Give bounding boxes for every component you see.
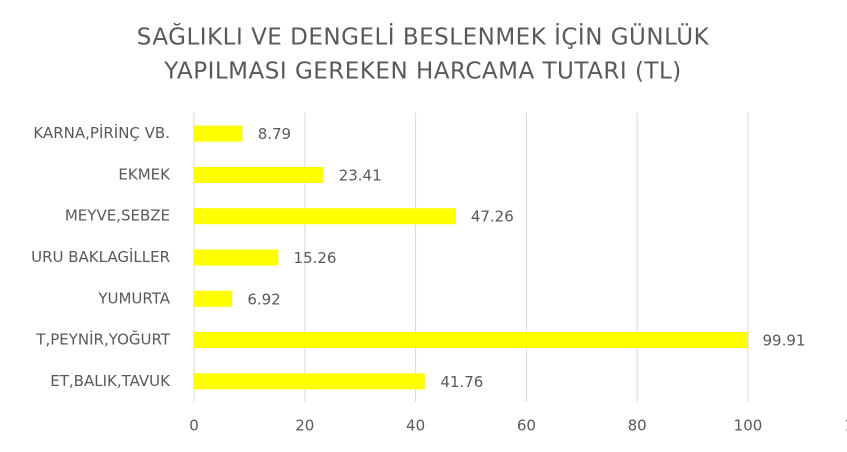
x-tick-label: 120 xyxy=(844,417,847,435)
chart-title: SAĞLIKLI VE DENGELİ BESLENMEK İÇİN GÜNLÜ… xyxy=(137,23,710,51)
x-tick-label: 20 xyxy=(295,417,314,435)
bar xyxy=(194,208,456,225)
data-label: 15.26 xyxy=(294,249,337,267)
data-label: 41.76 xyxy=(440,373,483,391)
x-tick-label: 100 xyxy=(734,417,763,435)
y-tick-label: MEYVE,SEBZE xyxy=(65,207,170,225)
data-label: 47.26 xyxy=(471,208,514,226)
data-label: 23.41 xyxy=(339,166,382,184)
x-tick-label: 80 xyxy=(628,417,647,435)
y-tick-label: EKMEK xyxy=(118,165,171,183)
x-tick-label: 0 xyxy=(189,417,199,435)
x-tick-label: 60 xyxy=(517,417,536,435)
bar xyxy=(194,290,233,307)
y-tick-label: YUMURTA xyxy=(97,289,170,307)
y-tick-label: KARNA,PİRİNÇ VB. xyxy=(33,123,170,142)
bar xyxy=(194,373,426,390)
bar xyxy=(194,332,748,349)
data-label: 8.79 xyxy=(258,125,291,143)
bar xyxy=(194,125,243,142)
y-tick-label: ET,BALIK,TAVUK xyxy=(50,372,171,390)
data-label: 99.91 xyxy=(763,332,806,350)
data-label: 6.92 xyxy=(247,290,280,308)
bar xyxy=(194,166,324,183)
bar xyxy=(194,249,279,266)
x-tick-label: 40 xyxy=(406,417,425,435)
y-tick-label: T,PEYNİR,YOĞURT xyxy=(35,330,171,349)
chart-title: YAPILMASI GEREKEN HARCAMA TUTARI (TL) xyxy=(163,59,682,85)
y-tick-label: URU BAKLAGİLLER xyxy=(31,247,170,266)
